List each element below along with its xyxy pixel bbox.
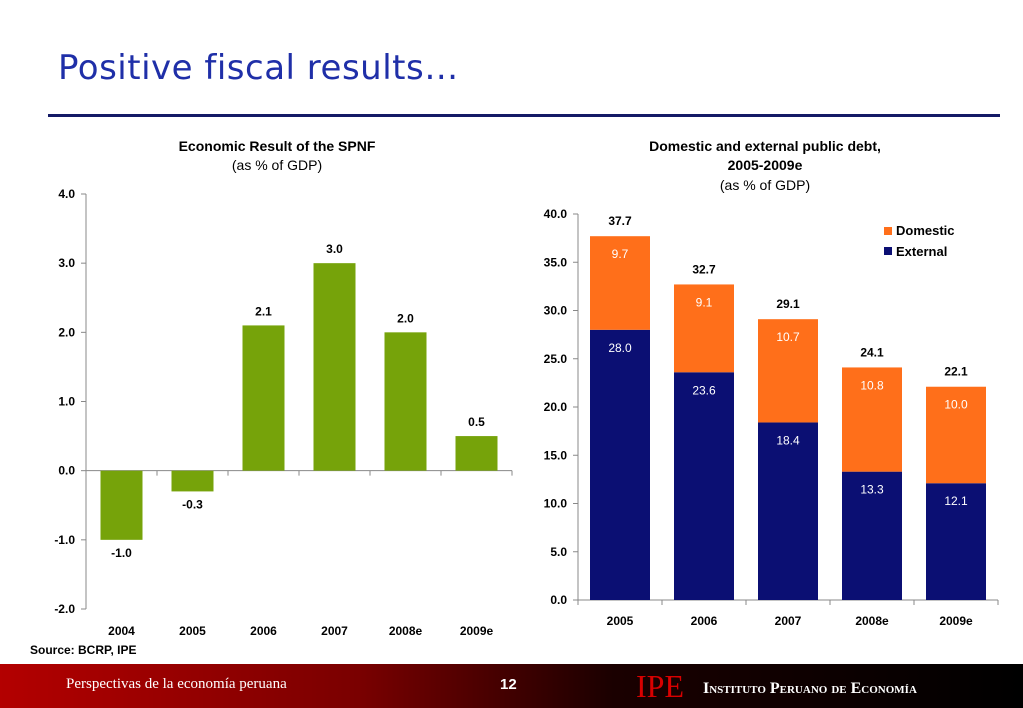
chart2-y-tick-label: 35.0 — [544, 255, 568, 269]
chart1-y-tick-label: -2.0 — [54, 602, 75, 616]
chart1-y-tick-label: 1.0 — [58, 395, 75, 409]
chart2-bar-external — [758, 422, 818, 600]
organization-name: Instituto Peruano de Economía — [703, 680, 917, 697]
chart2-data-label-domestic: 10.7 — [776, 330, 800, 344]
charts-canvas: Economic Result of the SPNF (as % of GDP)… — [54, 138, 999, 638]
chart2-data-label-external: 12.1 — [944, 494, 968, 508]
chart2-data-label-domestic: 9.1 — [696, 295, 713, 309]
chart2-x-tick-label: 2007 — [775, 614, 802, 628]
chart2-bar-external — [926, 483, 986, 600]
chart1-data-label: 0.5 — [468, 415, 485, 429]
title-divider — [48, 114, 1000, 117]
chart1-x-tick-label: 2006 — [250, 624, 277, 638]
chart1-data-label: -1.0 — [111, 546, 132, 560]
footer-bar: Perspectivas de la economía peruana 12 I… — [0, 664, 1023, 708]
chart2-bar-domestic — [842, 367, 902, 472]
chart1-bar — [455, 436, 498, 471]
chart2-data-label-domestic: 10.0 — [944, 398, 968, 412]
chart1-x-tick-label: 2008e — [389, 624, 423, 638]
footer-presentation-title: Perspectivas de la economía peruana — [66, 676, 287, 692]
chart2-bar-external — [674, 372, 734, 600]
chart1-bar — [384, 332, 427, 471]
chart2-x-tick-label: 2009e — [939, 614, 973, 628]
chart1-bar — [171, 470, 214, 492]
chart2-data-label-external: 18.4 — [776, 433, 800, 447]
ipe-logo: IPE — [636, 668, 684, 704]
chart2-x-tick-label: 2005 — [607, 614, 634, 628]
chart2-bar-external — [842, 471, 902, 600]
chart2-subtitle: (as % of GDP) — [720, 177, 810, 193]
chart2-total-label: 22.1 — [944, 365, 968, 379]
chart2-data-label-domestic: 10.8 — [860, 378, 884, 392]
chart1-y-tick-label: 0.0 — [58, 464, 75, 478]
chart2-y-tick-label: 10.0 — [544, 497, 568, 511]
chart1-y-tick-label: -1.0 — [54, 533, 75, 547]
chart2-y-tick-label: 0.0 — [550, 593, 567, 607]
chart2-bar-external — [590, 329, 650, 600]
chart2-title-line2: 2005-2009e — [728, 157, 803, 173]
chart2-y-tick-label: 5.0 — [550, 545, 567, 559]
chart2-data-label-external: 28.0 — [608, 341, 632, 355]
chart2-y-tick-label: 25.0 — [544, 352, 568, 366]
chart1-bar — [313, 263, 356, 471]
chart1-y-tick-label: 4.0 — [58, 187, 75, 201]
chart2-x-tick-label: 2008e — [855, 614, 889, 628]
chart1-x-tick-label: 2007 — [321, 624, 348, 638]
chart2-data-label-domestic: 9.7 — [612, 247, 629, 261]
chart2-bar-domestic — [758, 319, 818, 423]
chart1-x-tick-label: 2009e — [460, 624, 494, 638]
chart2-y-tick-label: 15.0 — [544, 448, 568, 462]
chart1-data-label: 3.0 — [326, 242, 343, 256]
chart2-total-label: 37.7 — [608, 214, 632, 228]
chart2-x-tick-label: 2006 — [691, 614, 718, 628]
chart2-y-tick-label: 30.0 — [544, 304, 568, 318]
chart2-legend-swatch-external — [884, 247, 892, 255]
chart2-y-tick-label: 20.0 — [544, 400, 568, 414]
chart2-title: Domestic and external public debt, — [649, 138, 881, 154]
chart2-bar-domestic — [926, 386, 986, 484]
chart2-total-label: 24.1 — [860, 345, 884, 359]
chart1-x-tick-label: 2005 — [179, 624, 206, 638]
chart1-data-label: 2.1 — [255, 304, 272, 318]
chart2-legend-swatch-domestic — [884, 227, 892, 235]
chart1-x-tick-label: 2004 — [108, 624, 135, 638]
chart2-total-label: 32.7 — [692, 262, 716, 276]
chart1-y-tick-label: 2.0 — [58, 325, 75, 339]
chart1-data-label: 2.0 — [397, 311, 414, 325]
slide-title: Positive fiscal results… — [58, 48, 459, 88]
chart1-bar — [100, 470, 143, 540]
source-note: Source: BCRP, IPE — [30, 643, 137, 657]
chart1-y-tick-label: 3.0 — [58, 256, 75, 270]
chart1-title: Economic Result of the SPNF — [179, 138, 376, 154]
chart2-y-tick-label: 40.0 — [544, 207, 568, 221]
chart1-data-label: -0.3 — [182, 497, 203, 511]
page-number: 12 — [500, 676, 517, 693]
chart2-total-label: 29.1 — [776, 297, 800, 311]
chart2-bar-domestic — [674, 284, 734, 373]
chart2-bar-domestic — [590, 236, 650, 330]
chart2-legend-external: External — [896, 244, 947, 259]
chart1-subtitle: (as % of GDP) — [232, 157, 322, 173]
chart2-data-label-external: 23.6 — [692, 383, 716, 397]
chart2-legend-domestic: Domestic — [896, 223, 955, 238]
chart1-bar — [242, 325, 285, 471]
chart2-data-label-external: 13.3 — [860, 483, 884, 497]
